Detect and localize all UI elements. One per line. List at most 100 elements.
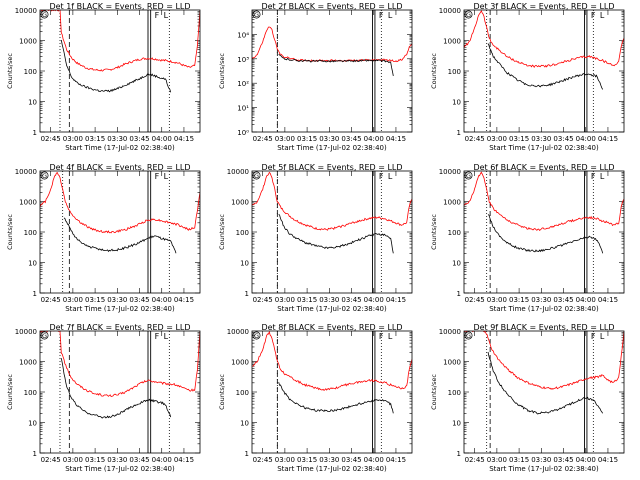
y-tick-label: 10³: [237, 56, 249, 64]
x-tick-label: 02:45: [253, 135, 273, 143]
corner-label-g-circle: [252, 10, 261, 19]
x-tick-label: 03:30: [319, 135, 339, 143]
y-tick-label: 1: [457, 129, 461, 137]
x-tick-label: 03:30: [531, 456, 551, 464]
chart-panel: Det 1f BLACK = Events, RED = LLD 1 10 100 10…: [6, 2, 201, 152]
x-tick-label: 04:15: [174, 456, 194, 464]
x-axis-label: Start Time (17-Jul-02 02:38:40): [277, 305, 387, 313]
x-tick-label: 03:45: [553, 135, 573, 143]
x-tick-label: 04:00: [152, 296, 172, 304]
y-tick-label: 100: [24, 229, 37, 237]
y-axis-label: Counts/sec: [6, 214, 14, 250]
y-axis-label: Counts/sec: [430, 214, 438, 250]
corner-label-l: L: [388, 172, 393, 181]
x-axis-label: Start Time (17-Jul-02 02:38:40): [489, 305, 599, 313]
y-tick-label: 10000: [227, 168, 249, 176]
x-tick-label: 02:45: [41, 456, 61, 464]
x-tick-label: 04:15: [386, 135, 406, 143]
x-axis-label: Start Time (17-Jul-02 02:38:40): [65, 465, 175, 473]
chart-panel: Det 6f BLACK = Events, RED = LLD 1 10 100 10…: [430, 163, 625, 313]
x-axis-label: Start Time (17-Jul-02 02:38:40): [277, 144, 387, 152]
y-tick-label: 1: [33, 450, 37, 458]
x-tick-label: 02:45: [465, 456, 485, 464]
x-axis-label: Start Time (17-Jul-02 02:38:40): [277, 465, 387, 473]
corner-label-g-circle: [40, 171, 49, 180]
y-tick-label: 1000: [443, 199, 461, 207]
x-axis-label: Start Time (17-Jul-02 02:38:40): [489, 144, 599, 152]
plot-frame: [39, 9, 201, 133]
corner-label-g-circle: [252, 331, 261, 340]
corner-label-f: F: [591, 172, 596, 181]
plot-area: [40, 10, 200, 132]
y-tick-label: 10¹: [237, 105, 249, 113]
corner-label-l: L: [388, 11, 393, 20]
y-tick-label: 10⁰: [237, 129, 249, 137]
y-tick-label: 1000: [19, 38, 37, 46]
y-tick-label: 10000: [227, 328, 249, 336]
x-axis-label: Start Time (17-Jul-02 02:38:40): [65, 144, 175, 152]
x-tick-label: 03:15: [85, 456, 105, 464]
x-tick-label: 04:00: [576, 135, 596, 143]
y-tick-label: 100: [236, 389, 249, 397]
x-tick-label: 02:45: [253, 296, 273, 304]
x-tick-label: 02:45: [465, 296, 485, 304]
corner-label-f: F: [155, 172, 160, 181]
y-tick-label: 1000: [443, 359, 461, 367]
lld-series-line: [464, 331, 624, 390]
x-tick-label: 03:00: [63, 135, 83, 143]
x-tick-label: 03:00: [487, 296, 507, 304]
corner-label-g: G: [466, 11, 471, 19]
lld-series-line: [464, 10, 624, 68]
x-tick-label: 04:00: [152, 456, 172, 464]
corner-label-l: L: [164, 332, 169, 341]
x-tick-label: 03:00: [487, 456, 507, 464]
corner-label-g-circle: [40, 331, 49, 340]
y-axis-label: Counts/sec: [6, 53, 14, 89]
x-tick-label: 04:15: [174, 135, 194, 143]
y-tick-label: 1: [33, 129, 37, 137]
chart-title: Det 5f BLACK = Events, RED = LLD: [261, 163, 402, 172]
chart-title: Det 7f BLACK = Events, RED = LLD: [49, 323, 190, 332]
y-tick-label: 100: [448, 68, 461, 76]
chart-panel: Det 4f BLACK = Events, RED = LLD 1 10 100 10…: [6, 163, 201, 313]
y-tick-label: 10000: [15, 7, 37, 15]
x-tick-label: 02:45: [465, 135, 485, 143]
plot-frame: [251, 170, 413, 294]
y-tick-label: 10: [240, 260, 249, 268]
chart-panel: Det 9f BLACK = Events, RED = LLD 1 10 100 10…: [430, 323, 625, 473]
x-tick-label: 04:15: [598, 135, 618, 143]
corner-label-g: G: [466, 172, 471, 180]
y-tick-label: 10: [28, 99, 37, 107]
corner-label-f: F: [379, 11, 384, 20]
x-tick-label: 04:00: [152, 135, 172, 143]
lld-series-line: [464, 171, 624, 231]
events-series-line: [487, 214, 604, 254]
events-series-line: [278, 214, 394, 254]
x-tick-label: 02:45: [41, 296, 61, 304]
chart-panel: Det 5f BLACK = Events, RED = LLD 1 10 100 10…: [218, 163, 413, 313]
plot-area: [464, 171, 624, 293]
x-tick-label: 03:15: [297, 456, 317, 464]
x-tick-label: 04:00: [364, 456, 384, 464]
y-axis-label: Counts/sec: [218, 374, 226, 410]
plot-frame: [463, 9, 625, 133]
corner-label-g-circle: [464, 331, 473, 340]
plot-area: [252, 331, 412, 453]
y-tick-label: 100: [448, 389, 461, 397]
x-tick-label: 04:15: [598, 456, 618, 464]
y-axis-label: Counts/sec: [218, 214, 226, 250]
corner-label-g: G: [254, 11, 259, 19]
x-tick-label: 03:15: [509, 296, 529, 304]
y-axis-label: Counts/sec: [430, 53, 438, 89]
events-series-line: [60, 358, 172, 419]
x-tick-label: 03:30: [531, 296, 551, 304]
x-axis-label: Start Time (17-Jul-02 02:38:40): [65, 305, 175, 313]
x-tick-label: 03:15: [509, 135, 529, 143]
x-tick-label: 04:15: [174, 296, 194, 304]
x-tick-label: 03:15: [297, 135, 317, 143]
y-tick-label: 10: [28, 260, 37, 268]
corner-label-l: L: [600, 172, 605, 181]
x-tick-label: 03:00: [275, 135, 295, 143]
events-series-line: [63, 217, 177, 254]
y-tick-label: 10⁴: [237, 31, 249, 39]
